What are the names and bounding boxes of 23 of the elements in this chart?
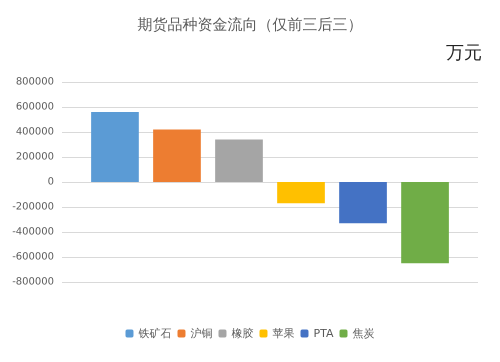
bar [277, 182, 325, 204]
y-tick-label: -600000 [12, 252, 54, 262]
y-tick-label: -200000 [12, 202, 54, 212]
bar [153, 130, 201, 182]
y-tick-label: 600000 [16, 102, 54, 112]
text: 万元 [446, 42, 482, 64]
legend-label: 铁矿石 [137, 327, 172, 340]
chart-title: 期货品种资金流向（仅前三后三） [138, 16, 362, 34]
y-tick-label: 800000 [16, 76, 54, 88]
bar [91, 112, 139, 182]
legend-label: 橡胶 [231, 327, 254, 340]
bar [401, 182, 449, 264]
bar [215, 140, 263, 182]
legend-label: PTA [313, 327, 334, 340]
y-tick-label: -800000 [12, 276, 54, 288]
legend-label: 焦炭 [352, 327, 375, 340]
legend-label: 苹果 [272, 327, 294, 340]
bar [339, 182, 387, 224]
y-tick-label: 200000 [16, 152, 54, 162]
y-tick-label: -400000 [12, 226, 54, 238]
legend-label: 沪铜 [190, 327, 212, 340]
y-tick-label: 0 [48, 176, 54, 188]
y-tick-label: 400000 [16, 126, 54, 138]
